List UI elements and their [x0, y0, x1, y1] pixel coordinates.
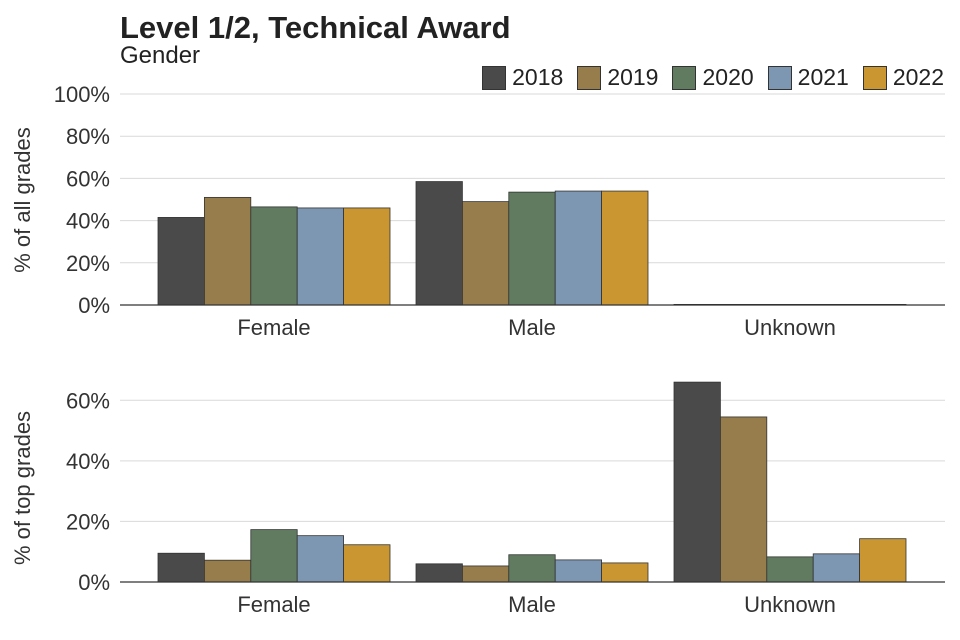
y-tick-label: 60% [66, 166, 110, 191]
legend-item-2019: 2019 [577, 64, 658, 91]
y-tick-label: 40% [66, 449, 110, 474]
x-tick-label: Male [508, 315, 556, 340]
bar-female-2021 [296, 207, 345, 306]
bar-female-2018 [157, 217, 205, 306]
y-tick-label: 0% [78, 570, 110, 595]
y-axis-label: % of all grades [10, 127, 35, 273]
bar-female-2019 [203, 559, 252, 583]
x-tick-label: Male [508, 592, 556, 617]
legend-item-2021: 2021 [767, 64, 849, 91]
bar-male-2018 [415, 563, 463, 583]
y-tick-label: 100% [54, 82, 110, 107]
legend-item-2020: 2020 [672, 64, 754, 91]
bar-male-2022 [601, 562, 649, 583]
legend-label: 2020 [702, 64, 754, 90]
bar-unknown-2018 [673, 381, 721, 583]
legend-item-2018: 2018 [482, 64, 563, 91]
bar-male-2019 [461, 201, 510, 306]
legend-swatch [672, 65, 697, 90]
legend-label: 2021 [797, 64, 849, 90]
y-tick-label: 80% [66, 124, 110, 149]
legend-swatch [767, 65, 792, 90]
legend-label: 2019 [607, 64, 659, 90]
bar-female-2022 [343, 544, 391, 583]
y-tick-label: 20% [66, 509, 110, 534]
y-axis-label: % of top grades [10, 411, 35, 565]
legend-label: 2018 [512, 64, 564, 90]
x-tick-label: Female [237, 592, 310, 617]
bar-unknown-2022 [859, 538, 907, 583]
bar-male-2019 [461, 565, 510, 583]
x-tick-label: Unknown [744, 592, 836, 617]
chart-title: Level 1/2, Technical Award [120, 10, 511, 45]
bar-female-2022 [343, 207, 391, 306]
legend-swatch [862, 65, 887, 90]
bar-unknown-2021 [812, 553, 861, 583]
chart-subtitle: Gender [120, 42, 201, 69]
bar-male-2020 [508, 554, 556, 583]
legend: 2018 2019 2020 2021 2022 [468, 64, 944, 91]
y-tick-label: 40% [66, 209, 110, 234]
bar-female-2019 [203, 196, 252, 306]
y-tick-label: 0% [78, 293, 110, 318]
bar-female-2020 [250, 529, 298, 583]
legend-swatch [482, 65, 507, 90]
legend-item-2022: 2022 [862, 64, 944, 91]
bar-male-2020 [508, 191, 556, 306]
y-tick-label: 60% [66, 388, 110, 413]
bar-female-2021 [296, 535, 345, 583]
bar-female-2020 [250, 206, 298, 306]
bar-unknown-2020 [766, 556, 814, 583]
legend-swatch [577, 65, 602, 90]
bar-male-2018 [415, 181, 463, 306]
bar-unknown-2019 [720, 416, 768, 583]
y-tick-label: 20% [66, 251, 110, 276]
x-tick-label: Unknown [744, 315, 836, 340]
x-tick-label: Female [237, 315, 310, 340]
bar-male-2021 [554, 559, 603, 583]
bar-female-2018 [157, 552, 205, 583]
bar-male-2022 [601, 190, 649, 306]
bar-male-2021 [554, 190, 603, 306]
legend-label: 2022 [892, 64, 944, 90]
